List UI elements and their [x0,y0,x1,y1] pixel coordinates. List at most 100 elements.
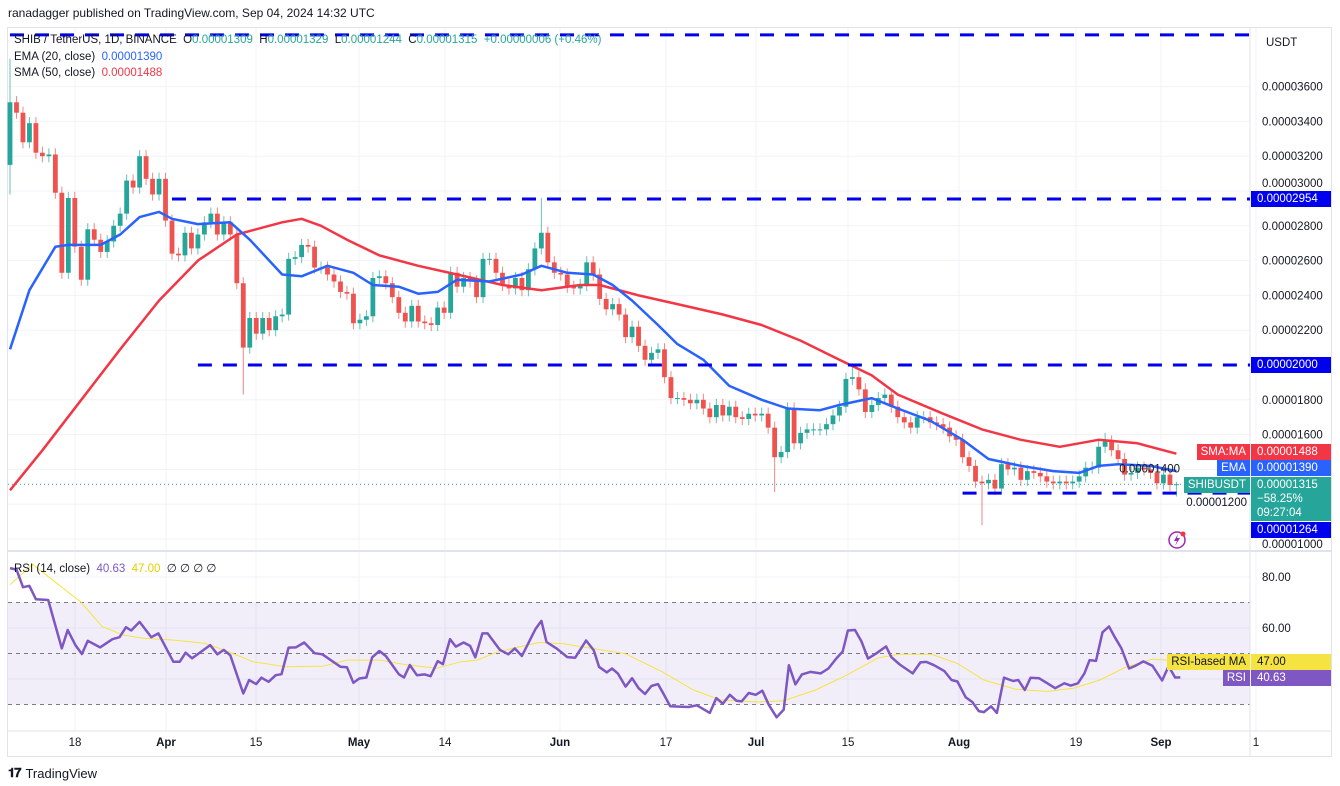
candle [694,393,700,410]
candle-body [798,432,803,444]
high-value: 0.00001329 [267,34,329,46]
candle-body [1148,469,1153,473]
candle [571,280,577,295]
date-axis-label: 15 [842,737,855,749]
candle-body [72,197,78,247]
level-lines[interactable] [10,33,1250,495]
date-axis-labels[interactable]: 18 Apr 15 May 14 Jun 17 Jul 15 Aug 19 Sep 1 [69,737,1260,749]
candle-body [202,222,207,235]
candle-body [1070,481,1076,484]
candle [338,275,343,299]
candle-body [279,314,285,317]
candle-body [675,398,680,400]
candle-body [888,394,894,407]
sma-legend[interactable]: SMA (50, close) 0.00001488 [14,67,162,79]
candle [1161,468,1166,490]
candle-body [772,427,778,458]
candle [804,423,810,439]
candle-body [182,232,188,256]
candle [901,411,907,429]
candle-body [966,457,972,466]
lightning-icon[interactable] [1168,531,1186,549]
candle [1057,475,1063,490]
candle [1050,475,1056,490]
candle-body [260,318,266,334]
candle [202,216,207,241]
candle-body [746,413,752,419]
candle-body [344,291,350,294]
candle [357,313,363,330]
price-axis-label: 0.00001800 [1262,395,1323,407]
symbol-legend[interactable]: SHIB / TetherUS, 1D, BINANCE O0.00001309… [14,34,601,46]
candle [448,266,454,319]
candle [351,287,356,330]
candle [409,299,415,328]
candle-body [668,377,674,399]
candle [27,117,32,149]
bar-countdown: 09:27:04 [1257,507,1302,519]
candle [292,251,298,265]
candle [52,148,58,199]
candle-body [914,417,920,428]
open-label: O [183,34,193,46]
candle-body [538,232,544,249]
rsi-legend[interactable]: RSI (14, close) 40.63 47.00 ∅ ∅ ∅ ∅ [14,561,216,575]
candle [428,317,434,332]
candle [72,191,78,253]
footer-brand[interactable]: 𝟏𝟕 TradingView [8,765,97,781]
rsi-extra-values: ∅ ∅ ∅ ∅ [166,563,217,575]
candle-body [694,399,700,404]
change-percent: −58.25% [1257,493,1303,505]
candle-body [364,316,369,320]
candle [662,343,667,384]
candle-body [765,413,771,428]
candle-body [532,248,538,270]
candle-body [804,429,810,433]
sma-label: SMA (50, close) [14,67,96,79]
candle-body [286,258,292,315]
candle [91,223,97,246]
rsi-line [9,566,1181,719]
low-value: 0.00001244 [341,34,402,46]
candle-body [189,232,194,249]
candle [953,430,959,446]
candle-body [1044,476,1050,482]
candle [824,418,829,436]
candle-body [979,481,985,484]
candle [176,247,181,262]
candle-body [901,417,907,423]
candle [169,214,175,260]
candle [869,398,875,419]
candle [137,150,142,194]
candle-body [20,112,26,143]
candle-body [1005,464,1011,470]
candle-body [564,274,570,287]
ema-legend[interactable]: EMA (20, close) 0.00001390 [14,51,162,63]
candle [14,96,19,119]
rsi-axis-value: 40.63 [1251,670,1331,686]
candle-body [266,318,272,331]
candle [545,226,551,269]
candle-body [791,408,797,444]
date-axis-label: 17 [660,737,673,749]
candle-body [752,413,758,416]
candle-body [428,323,434,325]
candle-body [616,304,622,315]
candle [117,207,123,232]
candle [331,268,337,288]
candle-body [78,246,84,280]
candle-body [1037,472,1043,477]
price-axis-label: 0.00003600 [1262,82,1323,94]
candle [493,252,499,279]
candle-body [571,286,577,289]
candle-body [843,378,849,407]
candle-body [733,406,739,418]
candle-body [273,316,279,331]
rsi-axis-labels: 80.00 60.00 [1262,572,1291,635]
date-axis-label: 1 [1253,737,1259,749]
candle-body [474,281,479,298]
candle [700,393,706,415]
price-axis-labels[interactable]: 0.00003600 0.00003400 0.00003200 0.00003000… [1119,82,1323,551]
candle-body [137,156,142,188]
